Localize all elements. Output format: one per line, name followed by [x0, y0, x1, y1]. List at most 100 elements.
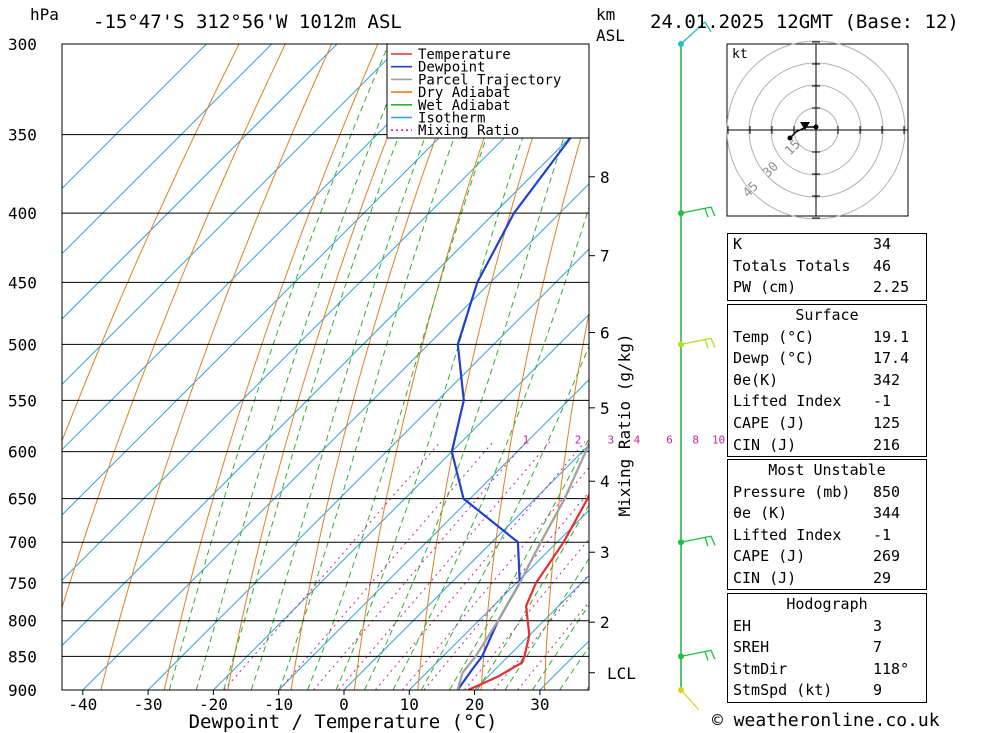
index-row-pw: PW (cm) 2.25 [733, 278, 910, 297]
height-tick-label: 4 [600, 472, 610, 491]
x-tick-label: -20 [199, 695, 228, 714]
mixing-ratio-line [374, 441, 586, 690]
legend-box [386, 43, 590, 139]
wind-barb [680, 535, 716, 547]
hodo-row: SREH 7 [733, 638, 883, 657]
pressure-tick-label: 900 [8, 681, 37, 700]
wet-adiabat-line [364, 57, 589, 690]
hodograph-point [813, 124, 819, 130]
mu-row: Pressure (mb) 850 [733, 482, 901, 501]
mixing-ratio-label: 8 [692, 434, 699, 447]
wind-profile [678, 21, 716, 711]
hodo-row: EH 3 [733, 616, 883, 635]
pressure-tick-label: 300 [8, 35, 37, 54]
surface-row: CIN (J) 216 [733, 435, 901, 454]
legend-entry: Parcel Trajectory [418, 72, 561, 88]
storm-motion-marker [800, 122, 810, 130]
wet-adiabat-line [195, 44, 412, 690]
wet-adiabat-line [168, 44, 390, 690]
km-label: km [596, 5, 615, 24]
height-tick-label: 3 [600, 543, 610, 562]
pressure-tick-label: 650 [8, 490, 37, 509]
wet-adiabat-line [420, 344, 589, 690]
legend-entry: Dewpoint [418, 60, 485, 76]
dry-adiabat-line [290, 44, 471, 690]
height-tick-label: 7 [600, 247, 610, 266]
mixing-ratio-label: 2 [575, 434, 582, 447]
dry-adiabat-line [958, 44, 988, 690]
indices-table: K 34 Totals Totals 46 PW (cm) 2.25 [727, 233, 927, 301]
mu-row: Lifted Index -1 [733, 525, 892, 544]
copyright-footer: © weatheronline.co.uk [712, 710, 940, 731]
dry-adiabat-line [100, 44, 333, 690]
x-tick-label: 30 [530, 695, 549, 714]
x-tick-label: 0 [339, 695, 349, 714]
pressure-gridlines [62, 43, 589, 691]
surface-table: Surface Temp (°C) 19.1 Dewp (°C) 17.4 θe(K… [727, 304, 927, 457]
height-tick-label: 5 [600, 399, 610, 418]
dry-adiabat-line [417, 44, 564, 690]
x-tick-label: 10 [400, 695, 419, 714]
index-row-tt: Totals Totals 46 [733, 256, 892, 275]
mixing-ratio-label: 3 [607, 434, 614, 447]
index-row-k: K 34 [733, 235, 892, 253]
isotherm-line [62, 44, 338, 320]
pressure-tick-label: 400 [8, 204, 37, 223]
temperature-line [467, 492, 589, 690]
surface-row: CAPE (J) 125 [733, 413, 901, 432]
height-tick-label: 6 [600, 323, 610, 342]
surface-row: θe(K) 342 [733, 370, 901, 389]
pressure-tick-label: 350 [8, 126, 37, 145]
wet-adiabat-line [392, 205, 589, 690]
isotherm-line [62, 44, 207, 190]
dry-adiabat-line [480, 108, 589, 690]
pressure-tick-label: 700 [8, 533, 37, 552]
pressure-tick-label: 750 [8, 574, 37, 593]
wind-barb [680, 337, 716, 349]
mixing-ratio-line [423, 491, 589, 690]
parcel-trajectory-line [456, 441, 589, 690]
x-tick-label: -40 [68, 695, 97, 714]
asl-label: ASL [596, 26, 625, 45]
most-unstable-title: Most Unstable [768, 461, 886, 479]
hodograph-point [787, 135, 793, 141]
legend-entry: Dry Adiabat [418, 85, 511, 101]
dry-adiabat-line [544, 310, 589, 690]
pressure-tick-label: 550 [8, 391, 37, 410]
height-tick-label: 2 [600, 613, 610, 632]
pressure-tick-label: 600 [8, 443, 37, 462]
x-tick-label: -10 [264, 695, 293, 714]
pressure-tick-label: 850 [8, 647, 37, 666]
datetime-title: 24.01.2025 12GMT (Base: 12) [650, 11, 959, 33]
wet-adiabat-line [448, 437, 589, 690]
plot-frame [61, 43, 590, 691]
wind-barb [680, 21, 712, 45]
mixing-ratio-line [338, 441, 551, 690]
mixing-ratio-line [278, 441, 494, 690]
mixing-ratio-line [313, 441, 527, 690]
wind-barb [680, 649, 716, 661]
isotherm-line [62, 44, 468, 451]
surface-row: Lifted Index -1 [733, 392, 892, 411]
mixing-ratio-line [464, 538, 589, 690]
legend-entry: Mixing Ratio [418, 123, 519, 139]
surface-title: Surface [795, 306, 859, 324]
mixing-ratio-line [402, 466, 589, 690]
mu-row: θe (K) 344 [733, 504, 901, 523]
profile-lines [450, 110, 589, 690]
pressure-unit: hPa [30, 5, 59, 24]
hodograph-title: Hodograph [786, 595, 868, 613]
axes: 1234681015202530035040045050055060065070… [8, 35, 817, 714]
pressure-tick-label: 450 [8, 273, 37, 292]
legend-entry: Isotherm [418, 111, 485, 127]
hodograph-table: Hodograph EH 3 SREH 7 StmDir 118° StmSpd (k… [727, 593, 927, 703]
mu-row: CAPE (J) 269 [733, 547, 901, 566]
hodo-row: StmDir 118° [733, 659, 910, 678]
mu-row: CIN (J) 29 [733, 568, 892, 587]
mixing-ratio-label: 1 [523, 434, 530, 447]
legend-entry: Wet Adiabat [418, 98, 511, 114]
surface-row: Temp (°C) 19.1 [733, 327, 910, 346]
